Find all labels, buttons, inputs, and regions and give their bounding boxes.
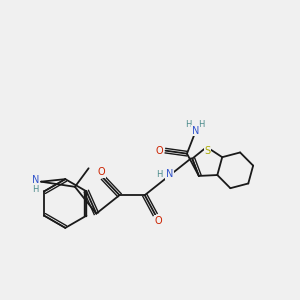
Text: H: H [32, 184, 39, 194]
Text: H: H [199, 120, 205, 129]
Text: H: H [185, 120, 192, 129]
Text: N: N [166, 169, 173, 179]
Text: O: O [154, 216, 162, 226]
Text: O: O [156, 146, 164, 156]
Text: H: H [156, 170, 163, 179]
Text: O: O [98, 167, 106, 177]
Text: N: N [32, 175, 39, 185]
Text: N: N [192, 126, 199, 136]
Text: S: S [204, 146, 210, 157]
